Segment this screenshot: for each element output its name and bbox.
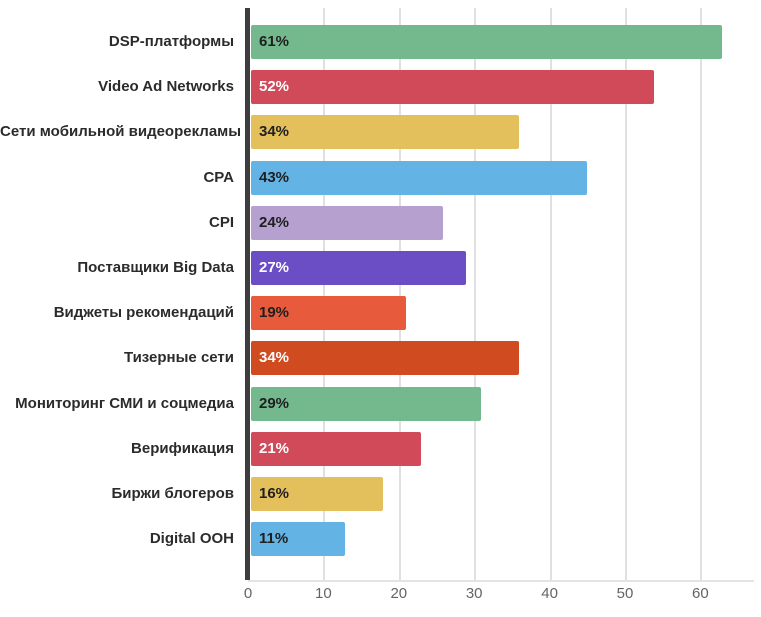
value-label: 16% [259,485,290,502]
bar: 27% [251,251,466,285]
bar: 43% [251,160,587,195]
bar: 34% [251,115,519,150]
x-tick-label: 40 [541,585,558,602]
bar: 61% [251,25,723,59]
gridline [398,8,401,580]
value-label: 43% [259,168,290,186]
gridline [474,8,477,580]
category-label: Video Ad Networks [98,78,234,96]
category-label: Верификация [131,439,234,457]
value-label: 21% [259,439,290,457]
category-label: Биржи блогеров [111,485,234,502]
bar: 16% [251,477,383,511]
x-tick-label: 10 [315,585,332,602]
chart-row: Digital OOH 11% [150,522,754,557]
chart-row: Video Ad Networks 52% [98,70,754,105]
bar: 34% [251,341,519,376]
chart-row: Виджеты рекомендаций 19% [54,296,754,331]
value-label: 27% [259,259,290,276]
gridline [549,8,552,580]
bar: 24% [251,205,444,240]
category-label: CPA [203,168,234,186]
chart-row: Сети мобильной видеорекламы 34% [0,115,754,150]
value-label: 24% [259,213,290,231]
bar: 19% [251,296,406,331]
value-label: 19% [259,304,290,322]
x-tick-label: 20 [390,585,408,602]
chart-row: DSP-платформы 61% [109,25,754,59]
chart-row: Верификация 21% [131,431,754,466]
value-label: 61% [259,33,290,50]
x-axis: 0 10 20 30 40 50 60 [0,585,761,607]
bar: 21% [251,431,421,466]
bar: 52% [251,70,655,105]
category-label: Тизерные сети [123,349,234,367]
category-label: Мониторинг СМИ и соцмедиа [15,394,234,412]
value-label: 11% [259,530,289,548]
category-label: Digital OOH [149,530,234,548]
value-label: 34% [259,123,290,141]
chart-row: Поставщики Big Data 27% [77,251,754,285]
x-tick-label: 0 [243,585,253,602]
chart-row: Мониторинг СМИ и соцмедиа 29% [15,386,754,421]
chart-row: CPA 43% [203,160,754,195]
chart-row: Тизерные сети 34% [124,341,754,376]
category-label: Поставщики Big Data [77,259,234,276]
gridline [625,8,627,580]
x-tick-label: 60 [692,585,709,602]
category-label: Сети мобильной видеорекламы [0,123,242,141]
bar: 11% [251,522,346,557]
category-label: Виджеты рекомендаций [53,304,234,322]
plot-area: DSP-платформы 61% Video Ad Networks 52% Сети… [0,8,754,582]
category-label: DSP-платформы [108,33,234,50]
y-axis-line [245,8,250,580]
value-label: 29% [259,394,290,412]
bar: 29% [251,386,481,421]
category-label: CPI [208,213,234,231]
value-label: 52% [259,78,290,96]
x-tick-label: 30 [465,585,483,602]
gridline [323,8,326,580]
value-label: 34% [259,349,290,367]
gridline [700,8,703,580]
chart-row: CPI 24% [209,205,754,240]
x-tick-label: 50 [616,585,634,602]
chart-row: Биржи блогеров 16% [111,477,754,511]
